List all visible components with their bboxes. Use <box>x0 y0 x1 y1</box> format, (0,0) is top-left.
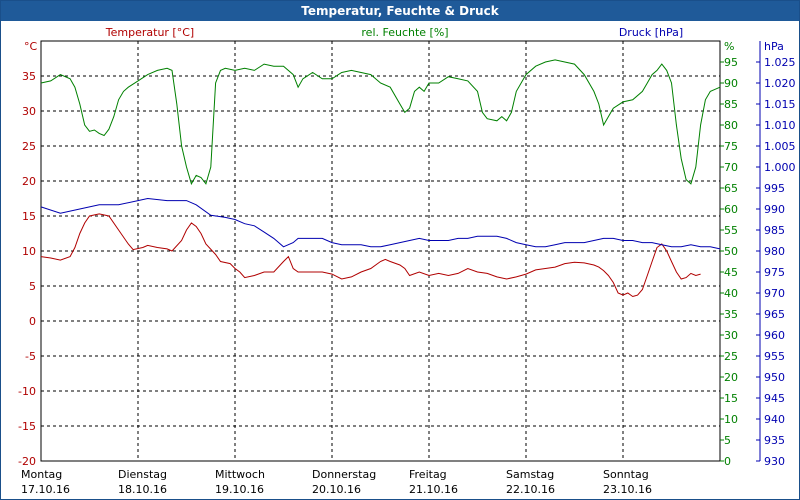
temperature-tick-label: 35 <box>22 70 36 83</box>
temperature-tick-label: -5 <box>25 350 36 363</box>
humidity-tick-label: 10 <box>724 413 738 426</box>
x-date-label: 19.10.16 <box>215 483 264 496</box>
humidity-tick-label: 0 <box>724 455 731 468</box>
x-day-label: Sonntag <box>603 468 649 481</box>
x-date-label: 21.10.16 <box>409 483 458 496</box>
pressure-tick-label: 1.000 <box>764 161 796 174</box>
humidity-tick-label: 80 <box>724 119 738 132</box>
pressure-series-line <box>40 197 721 250</box>
temperature-tick-label: 5 <box>29 280 36 293</box>
humidity-tick-label: 85 <box>724 98 738 111</box>
x-day-label: Donnerstag <box>312 468 376 481</box>
x-date-label: 20.10.16 <box>312 483 361 496</box>
x-date-label: 18.10.16 <box>118 483 167 496</box>
pressure-tick-label: 1.010 <box>764 119 796 132</box>
x-day-label: Mittwoch <box>215 468 265 481</box>
temperature-tick-label: -20 <box>18 455 36 468</box>
chart-title: Temperatur, Feuchte & Druck <box>1 1 799 21</box>
humidity-tick-label: 90 <box>724 77 738 90</box>
pressure-tick-label: 985 <box>764 224 785 237</box>
temperature-tick-label: 10 <box>22 245 36 258</box>
temperature-unit: °C <box>24 40 38 53</box>
humidity-series-line <box>40 59 721 186</box>
temperature-tick-label: 25 <box>22 140 36 153</box>
pressure-tick-label: 975 <box>764 266 785 279</box>
grid-lines <box>41 41 720 461</box>
humidity-tick-label: 35 <box>724 308 738 321</box>
temperature-tick-label: 15 <box>22 210 36 223</box>
temperature-tick-label: -15 <box>18 420 36 433</box>
pressure-unit: hPa <box>764 40 784 53</box>
temperature-tick-label: 30 <box>22 105 36 118</box>
pressure-tick-label: 1.005 <box>764 140 796 153</box>
humidity-tick-label: 55 <box>724 224 738 237</box>
temperature-tick-label: -10 <box>18 385 36 398</box>
pressure-tick-label: 995 <box>764 182 785 195</box>
pressure-tick-label: 940 <box>764 413 785 426</box>
pressure-tick-label: 935 <box>764 434 785 447</box>
temperature-axis-label: Temperatur [°C] <box>105 26 194 39</box>
humidity-tick-label: 75 <box>724 140 738 153</box>
pressure-tick-label: 960 <box>764 329 785 342</box>
x-date-label: 22.10.16 <box>506 483 555 496</box>
pressure-tick-label: 955 <box>764 350 785 363</box>
pressure-tick-label: 1.015 <box>764 98 796 111</box>
humidity-tick-label: 5 <box>724 434 731 447</box>
pressure-tick-label: 1.020 <box>764 77 796 90</box>
x-date-label: 23.10.16 <box>603 483 652 496</box>
axis-ticks: -20 -15 -10 -5 0 5 10 15 20 25 30 35 0 5 10 15 20 25 30 35 4… <box>18 41 796 496</box>
x-date-label: 17.10.16 <box>21 483 70 496</box>
x-day-label: Montag <box>21 468 62 481</box>
humidity-tick-label: 65 <box>724 182 738 195</box>
series-lines <box>40 59 721 298</box>
humidity-tick-label: 40 <box>724 287 738 300</box>
pressure-axis-label: Druck [hPa] <box>619 26 683 39</box>
temperature-tick-label: 0 <box>29 315 36 328</box>
x-day-label: Samstag <box>506 468 554 481</box>
pressure-tick-label: 1.025 <box>764 56 796 69</box>
humidity-tick-label: 95 <box>724 56 738 69</box>
pressure-tick-label: 990 <box>764 203 785 216</box>
humidity-tick-label: 25 <box>724 350 738 363</box>
humidity-tick-label: 15 <box>724 392 738 405</box>
humidity-tick-label: 50 <box>724 245 738 258</box>
x-day-label: Freitag <box>409 468 447 481</box>
temperature-tick-label: 20 <box>22 175 36 188</box>
humidity-tick-label: 45 <box>724 266 738 279</box>
x-day-label: Dienstag <box>118 468 167 481</box>
pressure-tick-label: 930 <box>764 455 785 468</box>
humidity-unit: % <box>724 40 734 53</box>
pressure-tick-label: 965 <box>764 308 785 321</box>
humidity-tick-label: 20 <box>724 371 738 384</box>
humidity-tick-label: 60 <box>724 203 738 216</box>
pressure-tick-label: 950 <box>764 371 785 384</box>
pressure-tick-label: 970 <box>764 287 785 300</box>
pressure-tick-label: 945 <box>764 392 785 405</box>
humidity-axis-label: rel. Feuchte [%] <box>361 26 448 39</box>
humidity-tick-label: 30 <box>724 329 738 342</box>
temperature-series-line <box>40 213 701 298</box>
humidity-tick-label: 70 <box>724 161 738 174</box>
pressure-tick-label: 980 <box>764 245 785 258</box>
